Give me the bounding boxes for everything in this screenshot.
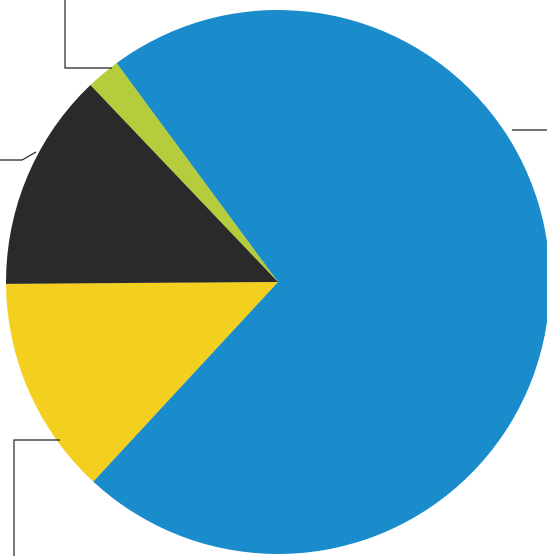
pie-slice: [6, 282, 279, 482]
pie: [6, 10, 547, 554]
leader-line: [13, 439, 60, 556]
pie-slice: [90, 63, 278, 283]
leader-line: [0, 151, 37, 161]
pie-slice: [93, 10, 547, 554]
leader-line: [64, 0, 112, 69]
pie-slice: [6, 85, 279, 284]
